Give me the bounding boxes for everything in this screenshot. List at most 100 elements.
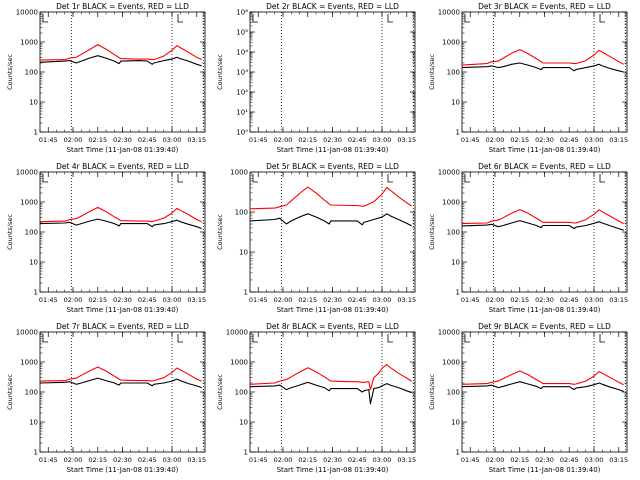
- series-line-events: [39, 55, 202, 67]
- panel-title: Det 9r BLACK = Events, RED = LLD: [478, 322, 611, 331]
- y-tick-label: 1000: [230, 169, 248, 177]
- x-tick-label: 02:45: [138, 136, 157, 144]
- y-tick-label: 10: [29, 99, 38, 107]
- y-tick-label: 10⁰: [236, 129, 248, 137]
- y-tick-label: 100: [447, 69, 460, 77]
- panel-title: Det 2r BLACK = Events, RED = LLD: [266, 2, 399, 11]
- panel-title: Det 4r BLACK = Events, RED = LLD: [56, 162, 189, 171]
- x-tick-label: 02:15: [298, 136, 317, 144]
- x-tick-label: 03:15: [187, 136, 206, 144]
- y-tick-label: 100: [25, 229, 38, 237]
- x-axis-label: Start Time (11-Jan-08 01:39:40): [489, 146, 601, 154]
- x-tick-label: 02:00: [274, 136, 293, 144]
- y-tick-label: 100: [447, 229, 460, 237]
- range-bracket: [464, 334, 470, 343]
- x-tick-label: 01:45: [39, 296, 58, 304]
- series-line-lld: [461, 370, 624, 386]
- y-tick-label: 1: [456, 289, 460, 297]
- y-axis-label: Counts/sec: [216, 214, 224, 250]
- x-tick-label: 02:15: [298, 456, 317, 464]
- y-tick-label: 10: [29, 419, 38, 427]
- x-tick-label: 02:15: [88, 136, 107, 144]
- y-tick-label: 10⁴: [236, 49, 248, 57]
- plot-frame: [461, 171, 628, 293]
- x-tick-label: 01:45: [461, 456, 480, 464]
- y-tick-label: 10: [239, 249, 248, 257]
- y-axis-label: Counts/sec: [6, 214, 14, 250]
- x-tick-label: 03:00: [585, 456, 604, 464]
- y-tick-label: 10000: [438, 169, 460, 177]
- range-bracket: [387, 334, 393, 343]
- range-bracket: [42, 334, 48, 343]
- x-tick-label: 02:45: [138, 296, 157, 304]
- detector-panel-5: Det 5r BLACK = Events, RED = LLD 1 10 100 10…: [216, 162, 416, 314]
- y-tick-label: 1: [456, 449, 460, 457]
- range-bracket: [252, 334, 258, 343]
- x-tick-label: 02:45: [560, 456, 579, 464]
- x-tick-label: 02:00: [64, 456, 83, 464]
- panel-title: Det 6r BLACK = Events, RED = LLD: [478, 162, 611, 171]
- x-tick-label: 02:00: [486, 296, 505, 304]
- x-tick-label: 02:30: [113, 136, 132, 144]
- x-axis-label: Start Time (11-Jan-08 01:39:40): [277, 306, 389, 314]
- x-tick-label: 01:45: [249, 456, 268, 464]
- panel-title: Det 3r BLACK = Events, RED = LLD: [478, 2, 611, 11]
- y-tick-label: 1000: [20, 199, 38, 207]
- x-axis-label: Start Time (11-Jan-08 01:39:40): [489, 306, 601, 314]
- range-bracket: [42, 14, 48, 23]
- y-tick-label: 1000: [20, 39, 38, 47]
- x-tick-label: 01:45: [39, 136, 58, 144]
- series-line-events: [39, 218, 202, 230]
- y-tick-label: 1: [456, 129, 460, 137]
- y-tick-label: 10000: [438, 9, 460, 17]
- detector-panel-2: Det 2r BLACK = Events, RED = LLD 10⁰ 10¹ 10…: [216, 2, 416, 154]
- range-bracket: [464, 14, 470, 23]
- y-tick-label: 1: [34, 129, 38, 137]
- range-bracket: [599, 14, 605, 23]
- y-tick-label: 100: [25, 69, 38, 77]
- x-tick-label: 02:30: [535, 456, 554, 464]
- x-tick-label: 02:00: [486, 456, 505, 464]
- plot-frame: [461, 331, 628, 453]
- y-tick-label: 10000: [226, 329, 248, 337]
- y-tick-label: 100: [235, 389, 248, 397]
- y-tick-label: 1000: [442, 199, 460, 207]
- series-line-events: [461, 381, 624, 392]
- x-tick-label: 03:15: [397, 136, 416, 144]
- x-tick-label: 03:00: [585, 296, 604, 304]
- x-tick-label: 02:00: [274, 456, 293, 464]
- x-tick-label: 02:30: [113, 456, 132, 464]
- x-tick-label: 03:00: [163, 296, 182, 304]
- panel-title: Det 5r BLACK = Events, RED = LLD: [266, 162, 399, 171]
- x-tick-label: 01:45: [39, 456, 58, 464]
- x-tick-label: 01:45: [249, 296, 268, 304]
- range-bracket: [387, 174, 393, 183]
- plot-frame: [249, 11, 416, 133]
- y-tick-label: 10000: [16, 169, 38, 177]
- plot-frame: [461, 11, 628, 133]
- x-tick-label: 01:45: [461, 136, 480, 144]
- x-axis-label: Start Time (11-Jan-08 01:39:40): [489, 466, 601, 474]
- x-tick-label: 02:30: [323, 296, 342, 304]
- series-line-events: [249, 213, 412, 227]
- x-tick-label: 02:30: [323, 456, 342, 464]
- x-tick-label: 03:00: [373, 136, 392, 144]
- plot-frame: [39, 331, 206, 453]
- detector-panel-1: Det 1r BLACK = Events, RED = LLD 1 10 100 10…: [6, 2, 206, 154]
- x-tick-label: 01:45: [249, 136, 268, 144]
- x-tick-label: 02:30: [535, 296, 554, 304]
- range-bracket: [387, 14, 393, 23]
- y-tick-label: 10000: [16, 329, 38, 337]
- x-tick-label: 03:00: [163, 456, 182, 464]
- x-tick-label: 03:00: [373, 456, 392, 464]
- x-axis-label: Start Time (11-Jan-08 01:39:40): [67, 466, 179, 474]
- detector-panel-9: Det 9r BLACK = Events, RED = LLD 1 10 100 10…: [428, 322, 628, 474]
- x-tick-label: 03:00: [163, 136, 182, 144]
- series-line-lld: [39, 44, 202, 61]
- series-line-lld: [39, 206, 202, 223]
- y-tick-label: 10: [451, 99, 460, 107]
- y-tick-label: 100: [447, 389, 460, 397]
- series-line-lld: [249, 186, 413, 210]
- x-tick-label: 03:00: [373, 296, 392, 304]
